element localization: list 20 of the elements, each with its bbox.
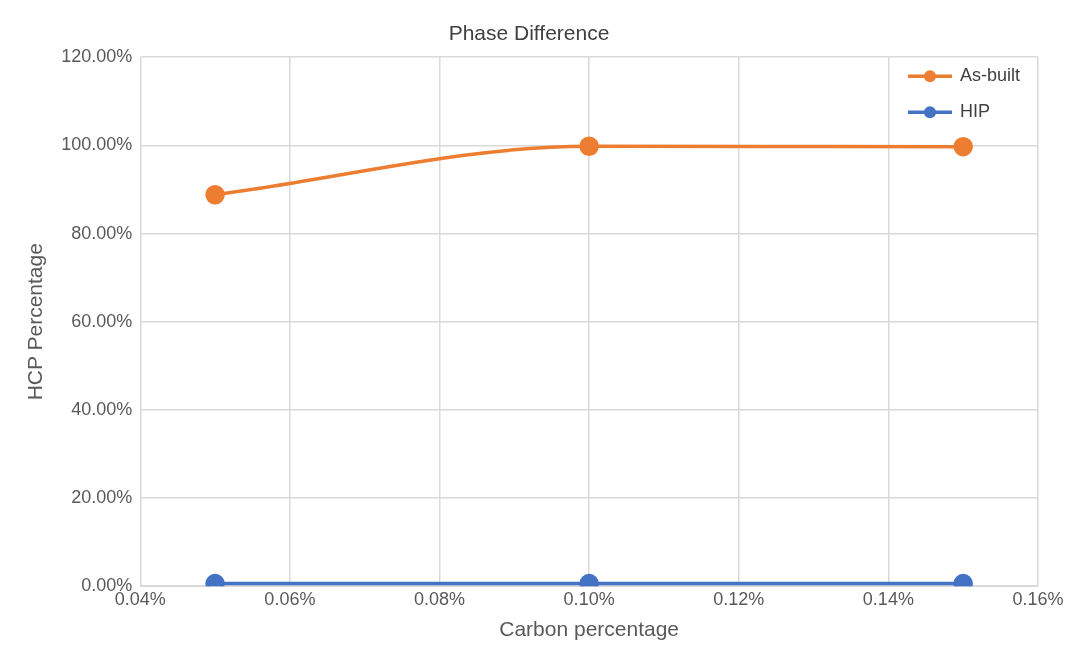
x-tick-label: 0.10% (563, 588, 615, 609)
x-tick-label: 0.16% (1012, 588, 1064, 609)
point (579, 136, 599, 156)
x-tick-label: 0.06% (264, 588, 316, 609)
x-tick-label: 0.12% (713, 588, 765, 609)
x-tick-label: 0.14% (862, 588, 914, 609)
y-tick-label: 100.00% (61, 134, 133, 155)
point (205, 184, 225, 205)
legend-label: HIP (959, 101, 990, 122)
x-tick-label: 0.08% (413, 588, 466, 609)
y-tick-label: 120.00% (61, 46, 133, 67)
y-axis-title: HCP Percentage (23, 243, 47, 401)
y-tick-label: 60.00% (71, 310, 133, 331)
legend-label: As-built (959, 65, 1021, 86)
y-tick-label: 20.00% (71, 487, 133, 507)
point (953, 136, 973, 157)
y-tick-label: 80.00% (71, 222, 133, 243)
x-axis-title: Carbon percentage (499, 617, 680, 641)
chart-title: Phase Difference (448, 21, 610, 45)
y-tick-label: 40.00% (71, 398, 133, 419)
